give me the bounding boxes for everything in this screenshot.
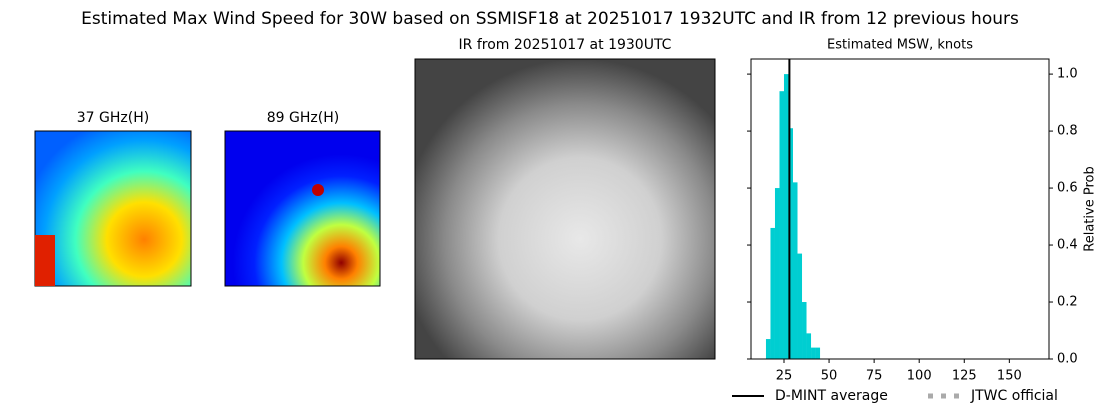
bar xyxy=(793,182,798,359)
bar xyxy=(765,339,771,359)
bar xyxy=(815,347,821,359)
image-37ghz-spot xyxy=(35,235,55,286)
x-tick-label: 75 xyxy=(866,369,883,384)
bar xyxy=(770,227,775,359)
panel-title: 37 GHz(H) xyxy=(77,110,149,126)
chart-title: Estimated MSW, knots xyxy=(827,38,973,53)
bar xyxy=(797,253,803,359)
bar xyxy=(783,74,789,359)
bar xyxy=(788,128,794,359)
x-tick-label: 100 xyxy=(907,369,932,384)
image-ir xyxy=(414,58,716,360)
histogram: Estimated MSW, knots Relative Prob xyxy=(827,38,1097,252)
x-tick-label: 50 xyxy=(821,369,838,384)
image-37ghz xyxy=(34,130,192,287)
y-tick-label: 0.6 xyxy=(1057,181,1078,196)
legend-label: JTWC official xyxy=(970,388,1058,404)
bar xyxy=(802,302,807,359)
image-89ghz-spot xyxy=(312,184,324,196)
x-tick-label: 125 xyxy=(952,369,977,384)
panel-title: IR from 20251017 at 1930UTC xyxy=(459,37,672,53)
y-tick-label: 1.0 xyxy=(1057,67,1078,82)
image-89ghz xyxy=(224,130,381,287)
y-axis-label: Relative Prob xyxy=(1083,166,1098,251)
legend-label: D-MINT average xyxy=(775,388,888,404)
x-tick-label: 25 xyxy=(776,369,793,384)
bar xyxy=(779,91,784,360)
y-tick-label: 0.2 xyxy=(1057,295,1078,310)
y-tick-label: 0.0 xyxy=(1057,352,1078,367)
bar xyxy=(774,188,780,359)
bar xyxy=(811,347,816,359)
y-tick-label: 0.4 xyxy=(1057,238,1078,253)
bar xyxy=(806,333,812,359)
y-tick-label: 0.8 xyxy=(1057,124,1078,139)
figure-title: Estimated Max Wind Speed for 30W based o… xyxy=(81,9,1019,29)
plot-frame xyxy=(750,58,1050,360)
panel-title: 89 GHz(H) xyxy=(267,110,339,126)
x-tick-label: 150 xyxy=(997,369,1022,384)
